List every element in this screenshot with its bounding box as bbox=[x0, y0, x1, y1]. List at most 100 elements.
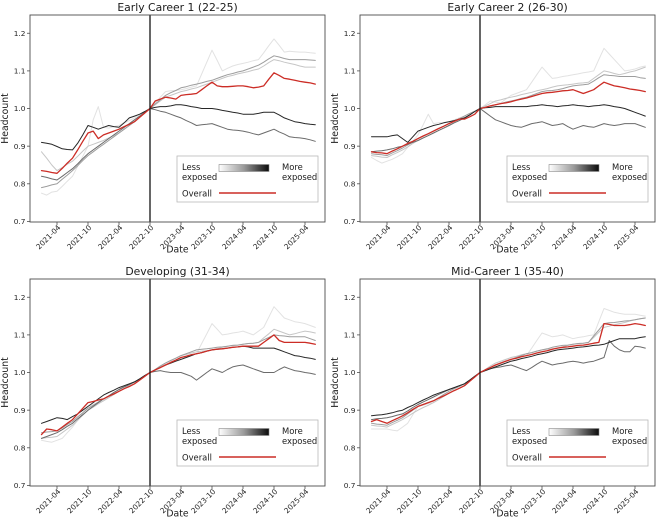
y-tick-label: 1.2 bbox=[14, 29, 26, 38]
legend-more-exposed-label: More bbox=[612, 162, 633, 172]
panel-title: Developing (31-34) bbox=[125, 265, 229, 278]
series-line-quintile-1 bbox=[41, 38, 316, 196]
panel-early-career-2: Early Career 2 (26-30) Headcount Date 0.… bbox=[330, 1, 656, 256]
y-tick-label: 1.1 bbox=[14, 66, 26, 75]
legend-overall-label: Overall bbox=[512, 453, 542, 463]
x-tick-label: 2023-10 bbox=[519, 223, 547, 251]
legend-less-exposed-label: exposed bbox=[182, 436, 217, 446]
y-axis-ticks: 0.7 0.8 0.9 1.0 1.1 1.2 bbox=[14, 29, 30, 226]
panel-early-career-1: Early Career 1 (22-25) Headcount Date 0.… bbox=[0, 1, 326, 256]
x-tick-label: 2023-10 bbox=[189, 223, 217, 251]
y-tick-label: 0.9 bbox=[344, 142, 356, 151]
y-tick-label: 1.0 bbox=[344, 104, 356, 113]
legend-box bbox=[506, 419, 649, 467]
panel-title: Early Career 2 (26-30) bbox=[447, 1, 567, 14]
series-line-overall bbox=[40, 334, 316, 436]
x-tick-label: 2022-10 bbox=[457, 487, 485, 515]
x-tick-label: 2022-04 bbox=[426, 487, 454, 515]
y-tick-label: 0.9 bbox=[14, 142, 26, 151]
legend-more-exposed-label: More bbox=[612, 426, 633, 436]
x-tick-label: 2025-04 bbox=[282, 223, 310, 251]
exposure-gradient-swatch bbox=[548, 164, 600, 172]
x-tick-label: 2024-10 bbox=[251, 487, 279, 515]
series-line-quintile-4 bbox=[41, 364, 316, 439]
y-axis-label: Headcount bbox=[0, 93, 11, 144]
legend-more-exposed-label: exposed bbox=[612, 172, 647, 182]
y-tick-label: 1.0 bbox=[344, 368, 356, 377]
x-tick-label: 2021-04 bbox=[34, 223, 62, 251]
y-tick-label: 0.8 bbox=[14, 443, 26, 452]
series-lines bbox=[370, 308, 646, 432]
series-line-overall bbox=[370, 322, 646, 424]
legend-less-exposed-label: Less bbox=[512, 162, 530, 172]
y-tick-label: 0.7 bbox=[14, 217, 26, 226]
y-axis-ticks: 0.7 0.8 0.9 1.0 1.1 1.2 bbox=[14, 293, 30, 490]
y-axis-ticks: 0.7 0.8 0.9 1.0 1.1 1.2 bbox=[344, 293, 360, 490]
series-line-quintile-4 bbox=[41, 108, 316, 181]
series-line-quintile-5 bbox=[41, 104, 316, 151]
series-lines bbox=[40, 38, 316, 196]
series-line-quintile-5 bbox=[371, 104, 646, 143]
x-tick-label: 2024-10 bbox=[581, 487, 609, 515]
x-tick-label: 2024-10 bbox=[581, 223, 609, 251]
x-tick-label: 2021-04 bbox=[364, 487, 392, 515]
x-tick-label: 2024-10 bbox=[251, 223, 279, 251]
x-tick-label: 2022-10 bbox=[127, 487, 155, 515]
legend-less-exposed-label: Less bbox=[512, 426, 530, 436]
series-line-quintile-2 bbox=[41, 59, 316, 172]
series-line-quintile-3 bbox=[41, 55, 316, 189]
x-tick-label: 2025-04 bbox=[282, 487, 310, 515]
x-tick-label: 2021-10 bbox=[395, 223, 423, 251]
series-line-quintile-2 bbox=[371, 66, 646, 158]
x-tick-label: 2024-04 bbox=[220, 223, 248, 251]
legend-less-exposed-label: Less bbox=[182, 162, 200, 172]
x-tick-label: 2022-04 bbox=[96, 487, 124, 515]
axes-spines bbox=[359, 14, 656, 223]
x-tick-label: 2022-10 bbox=[457, 223, 485, 251]
axes-spines bbox=[29, 278, 326, 487]
panel-mid-career-1: Mid-Career 1 (35-40) Headcount Date 0.70… bbox=[330, 265, 656, 520]
legend-less-exposed-label: exposed bbox=[512, 172, 547, 182]
series-line-quintile-5 bbox=[41, 345, 316, 424]
x-axis-label: Date bbox=[496, 509, 519, 520]
x-tick-label: 2023-10 bbox=[189, 487, 217, 515]
x-tick-label: 2022-10 bbox=[127, 223, 155, 251]
x-tick-label: 2022-04 bbox=[426, 223, 454, 251]
y-tick-label: 1.1 bbox=[344, 330, 356, 339]
y-tick-label: 1.2 bbox=[344, 29, 356, 38]
series-line-overall bbox=[370, 81, 646, 155]
x-tick-label: 2021-10 bbox=[395, 487, 423, 515]
series-line-quintile-2 bbox=[371, 317, 646, 428]
legend-less-exposed-label: exposed bbox=[182, 172, 217, 182]
y-tick-label: 0.7 bbox=[344, 481, 356, 490]
x-tick-label: 2025-04 bbox=[612, 223, 640, 251]
y-tick-label: 0.9 bbox=[344, 406, 356, 415]
x-tick-label: 2025-04 bbox=[612, 487, 640, 515]
x-axis-label: Date bbox=[166, 509, 189, 520]
y-axis-label: Headcount bbox=[330, 93, 341, 144]
legend-more-exposed-label: exposed bbox=[612, 436, 647, 446]
legend-overall-label: Overall bbox=[182, 453, 212, 463]
series-lines bbox=[40, 306, 316, 443]
series-line-quintile-4 bbox=[371, 340, 646, 421]
exposure-gradient-swatch bbox=[218, 164, 270, 172]
x-axis-label: Date bbox=[166, 245, 189, 256]
x-axis-label: Date bbox=[496, 245, 519, 256]
x-tick-label: 2021-04 bbox=[34, 487, 62, 515]
legend-box bbox=[176, 155, 319, 203]
series-line-quintile-5 bbox=[371, 336, 646, 417]
y-tick-label: 1.0 bbox=[14, 104, 26, 113]
legend-box bbox=[506, 155, 649, 203]
y-tick-label: 1.2 bbox=[14, 293, 26, 302]
y-axis-label: Headcount bbox=[330, 357, 341, 408]
axes-spines bbox=[359, 278, 656, 487]
legend-more-exposed-label: More bbox=[282, 426, 303, 436]
series-line-quintile-1 bbox=[371, 47, 646, 164]
